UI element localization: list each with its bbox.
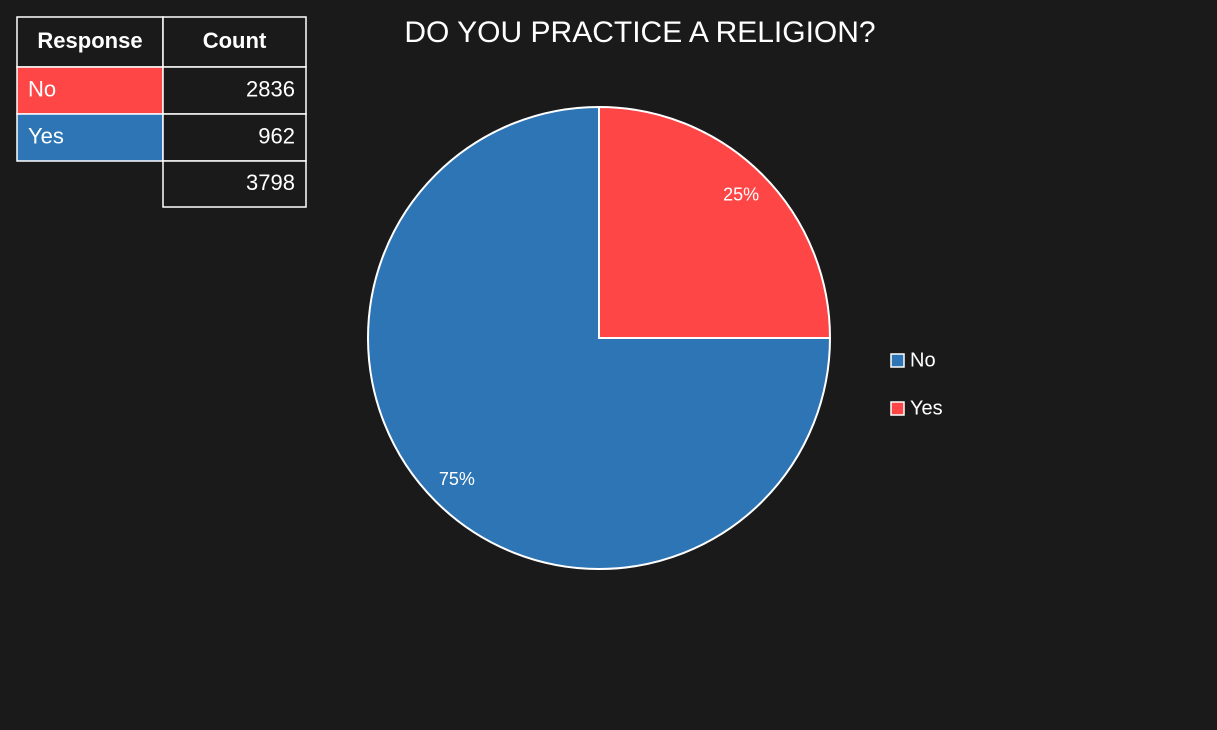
data-label: 25%	[723, 185, 759, 205]
table-header-cell	[16, 16, 164, 68]
table-cell-text: 2836	[246, 76, 295, 101]
table-header: Count	[203, 28, 267, 53]
table-header: Response	[37, 28, 142, 53]
table-cell	[162, 160, 307, 208]
legend-swatch	[890, 401, 905, 416]
legend-label: Yes	[910, 397, 943, 419]
pie-slice	[598, 105, 832, 339]
table-cell-text: No	[28, 76, 56, 101]
table-cell-text: 3798	[246, 170, 295, 195]
table-cell-text: 962	[258, 123, 295, 148]
table-cell	[16, 113, 164, 162]
pie-slice	[367, 105, 832, 570]
table-cell-text: Yes	[28, 123, 64, 148]
table-header-cell	[162, 16, 307, 68]
legend-swatch	[890, 353, 905, 368]
legend-label: No	[910, 349, 936, 371]
data-label: 75%	[439, 469, 475, 489]
table-cell	[16, 66, 164, 115]
chart-title: DO YOU PRACTICE A RELIGION?	[404, 16, 875, 49]
